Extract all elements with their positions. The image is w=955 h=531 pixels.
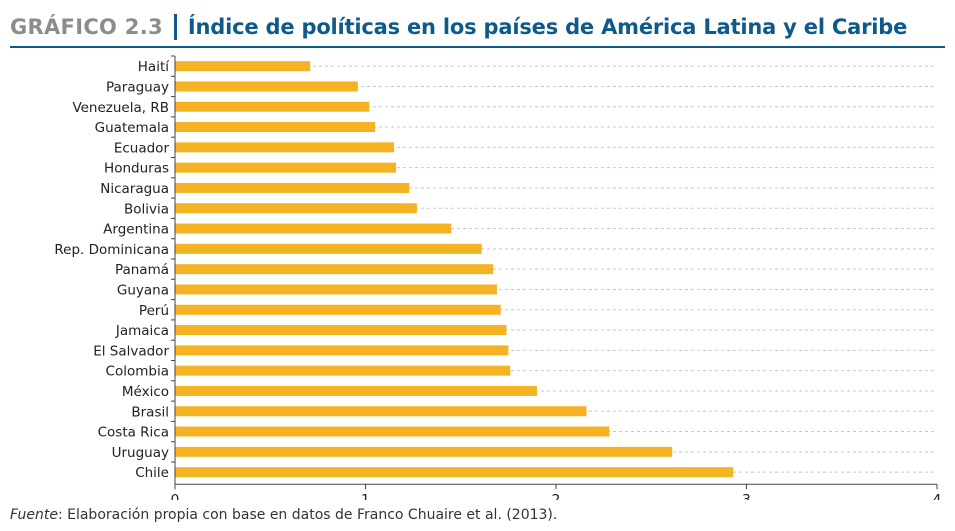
bar: [175, 182, 410, 193]
category-label: Guyana: [117, 282, 169, 298]
category-label: Jamaica: [115, 323, 169, 339]
figure-number: GRÁFICO 2.3: [10, 15, 163, 39]
bar: [175, 81, 358, 92]
category-label: Paraguay: [106, 79, 169, 95]
header-rule: [10, 46, 945, 48]
category-label: Honduras: [104, 161, 169, 177]
bar: [175, 385, 537, 396]
chart-header: GRÁFICO 2.3 Índice de políticas en los p…: [10, 10, 907, 44]
bar: [175, 203, 417, 214]
chart-title: Índice de políticas en los países de Amé…: [187, 15, 908, 39]
source-text: : Elaboración propia con base en datos d…: [57, 507, 558, 523]
bar: [175, 264, 494, 275]
category-label: Nicaragua: [100, 181, 169, 197]
bar: [175, 426, 610, 437]
bar: [175, 304, 501, 315]
category-label: Brasil: [131, 404, 169, 420]
bar: [175, 101, 370, 112]
bar: [175, 61, 311, 72]
category-label: Venezuela, RB: [72, 100, 169, 116]
bar: [175, 284, 497, 295]
x-tick-label: 0: [171, 492, 180, 500]
bar: [175, 467, 734, 478]
category-label: Guatemala: [95, 120, 169, 136]
category-label: El Salvador: [93, 343, 169, 359]
category-label: Ecuador: [114, 140, 170, 156]
category-label: Costa Rica: [98, 425, 169, 441]
x-tick-label: 4: [933, 492, 942, 500]
bar: [175, 365, 511, 376]
bar: [175, 325, 507, 336]
category-label: Chile: [135, 465, 169, 481]
category-label: Colombia: [106, 364, 169, 380]
category-label: Argentina: [103, 222, 169, 238]
bar: [175, 345, 509, 356]
bar: [175, 406, 587, 417]
x-tick-label: 3: [742, 492, 751, 500]
bar: [175, 142, 395, 153]
bar: [175, 243, 482, 254]
source-note: Fuente: Elaboración propia con base en d…: [10, 507, 557, 523]
category-label: Uruguay: [112, 445, 169, 461]
category-label: Bolivia: [124, 201, 169, 217]
x-tick-label: 1: [361, 492, 370, 500]
header-separator: [173, 14, 177, 40]
source-label: Fuente: [10, 507, 58, 523]
bar-chart: Haití Paraguay Venezuela, RB Guatemala Ecuad…: [54, 55, 942, 500]
bar: [175, 446, 673, 457]
category-label: México: [122, 384, 169, 400]
category-label: Panamá: [115, 262, 169, 278]
category-label: Perú: [139, 303, 169, 319]
category-label: Rep. Dominicana: [54, 242, 169, 258]
x-tick-label: 2: [552, 492, 561, 500]
bar: [175, 162, 396, 173]
category-label: Haití: [138, 59, 170, 75]
bar: [175, 223, 452, 234]
bar: [175, 122, 376, 133]
